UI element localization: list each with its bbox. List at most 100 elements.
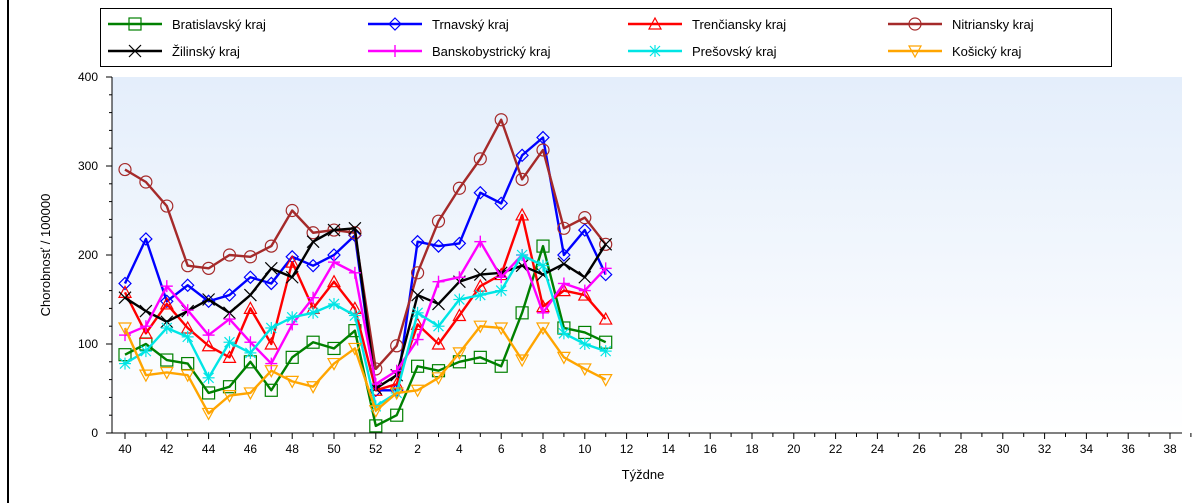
- data-point: [389, 387, 404, 401]
- data-point: [264, 383, 278, 397]
- data-point: [474, 235, 487, 248]
- x-tick-label: 36: [1122, 442, 1136, 456]
- y-tick-label: 100: [78, 337, 98, 351]
- data-point: [160, 315, 174, 329]
- data-point: [307, 291, 320, 304]
- data-point: [494, 359, 508, 373]
- data-point: [390, 408, 404, 422]
- x-tick-label: 8: [540, 442, 547, 456]
- legend-item: Bratislavský kraj: [108, 17, 266, 32]
- series-layer: [117, 113, 613, 433]
- data-point: [139, 175, 153, 189]
- legend-item: Košický kraj: [888, 44, 1021, 59]
- data-point: [243, 301, 258, 314]
- x-tick-label: 12: [620, 442, 634, 456]
- data-point: [202, 261, 216, 275]
- data-point: [557, 248, 571, 262]
- data-point: [535, 322, 551, 336]
- legend-marker: [389, 45, 401, 57]
- data-point: [202, 386, 216, 400]
- legend-marker: [128, 44, 142, 58]
- data-point: [452, 347, 467, 361]
- data-point: [264, 261, 278, 275]
- data-point: [118, 291, 132, 305]
- data-point: [306, 335, 320, 349]
- y-tick-label: 200: [78, 248, 98, 262]
- data-point: [578, 211, 592, 225]
- legend-marker: [388, 17, 402, 31]
- y-tick-label: 0: [91, 426, 98, 440]
- data-point: [452, 181, 466, 195]
- legend-marker: [647, 16, 663, 30]
- data-point: [599, 237, 613, 251]
- data-point: [285, 254, 300, 268]
- data-point: [578, 284, 591, 297]
- data-point: [160, 280, 173, 293]
- x-tick-label: 20: [787, 442, 801, 456]
- data-point: [223, 306, 236, 320]
- data-point: [494, 322, 509, 336]
- data-point: [201, 294, 216, 309]
- data-point: [473, 185, 488, 200]
- x-tick-label: 42: [160, 442, 174, 456]
- legend-marker: [908, 17, 922, 31]
- data-point: [326, 357, 342, 371]
- data-point: [431, 336, 446, 350]
- data-point: [181, 304, 194, 317]
- series-line: [124, 240, 607, 386]
- data-point: [556, 283, 571, 297]
- legend-label: Nitriansky kraj: [952, 17, 1034, 32]
- data-point: [431, 372, 446, 386]
- data-point: [307, 306, 320, 319]
- data-point: [578, 338, 591, 350]
- data-point: [473, 350, 487, 364]
- legend-label: Žilinský kraj: [172, 44, 240, 59]
- data-point: [390, 364, 403, 377]
- legend-marker: [649, 45, 661, 57]
- legend-marker: [128, 17, 142, 31]
- data-point: [410, 384, 425, 398]
- data-point: [431, 239, 446, 253]
- data-point: [264, 276, 279, 291]
- data-point: [557, 277, 570, 290]
- data-point: [515, 207, 530, 221]
- data-point: [410, 234, 425, 249]
- data-point: [306, 381, 321, 394]
- data-point: [432, 275, 445, 288]
- legend-marker: [907, 45, 923, 59]
- data-point: [202, 371, 215, 384]
- series-line: [124, 253, 607, 408]
- data-point: [556, 351, 571, 365]
- series-line: [123, 213, 607, 392]
- data-point: [243, 250, 257, 264]
- data-point: [537, 306, 549, 319]
- data-point: [348, 309, 361, 322]
- data-point: [348, 266, 361, 279]
- data-point: [368, 405, 383, 419]
- x-tick-label: 4: [456, 442, 463, 456]
- data-point: [411, 288, 425, 302]
- data-point: [265, 357, 278, 370]
- data-point: [202, 329, 215, 342]
- legend: [100, 8, 1112, 67]
- data-point: [536, 143, 550, 157]
- data-point: [537, 259, 549, 272]
- legend-item: Trnavský kraj: [368, 17, 509, 32]
- data-point: [411, 266, 425, 280]
- x-tick-label: 40: [118, 442, 132, 456]
- x-tick-label: 48: [286, 442, 300, 456]
- data-point: [139, 320, 152, 333]
- data-point: [577, 287, 592, 301]
- x-tick-label: 50: [327, 442, 341, 456]
- x-tick-label: 52: [369, 442, 383, 456]
- x-tick-label: 16: [704, 442, 718, 456]
- data-point: [347, 342, 362, 356]
- data-point: [494, 196, 509, 211]
- data-point: [494, 113, 508, 127]
- data-point: [452, 308, 467, 322]
- data-point: [432, 297, 445, 311]
- series-3: [117, 207, 613, 396]
- data-point: [599, 237, 613, 251]
- data-point: [118, 162, 132, 177]
